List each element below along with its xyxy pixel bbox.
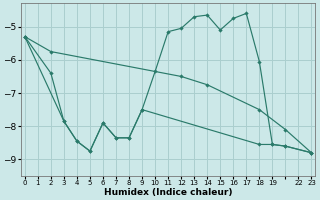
X-axis label: Humidex (Indice chaleur): Humidex (Indice chaleur)	[104, 188, 232, 197]
